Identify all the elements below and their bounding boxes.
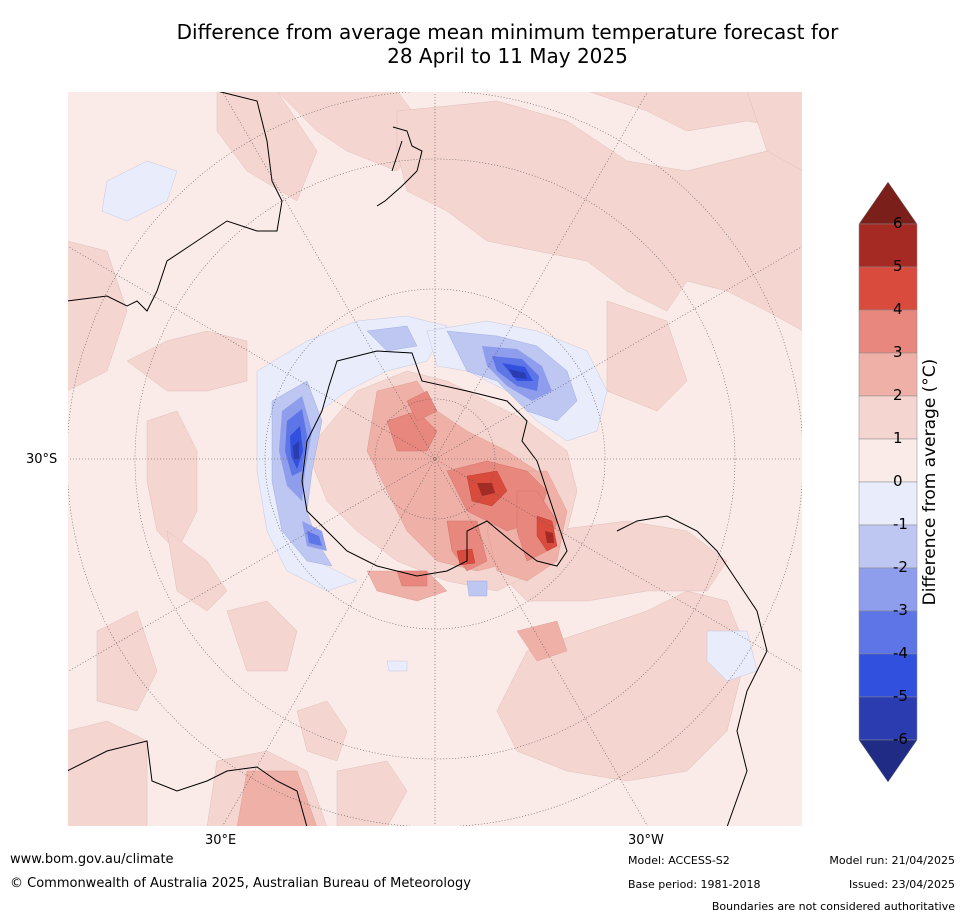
colorbar-segment-m5_m4	[858, 653, 918, 698]
colorbar-tick-label: -6	[893, 730, 908, 748]
model-text: Model: ACCESS-S2	[628, 854, 730, 867]
colorbar-over-triangle	[858, 182, 918, 225]
boundaries-disclaimer: Boundaries are not considered authoritat…	[711, 900, 955, 913]
copyright-text: © Commonwealth of Australia 2025, Austra…	[10, 876, 471, 891]
colorbar-segment-5_6	[858, 223, 918, 268]
colorbar-tick-label: -2	[893, 558, 908, 576]
longitude-label-30w: 30°W	[628, 833, 664, 848]
issued-text: Issued: 23/04/2025	[848, 878, 955, 891]
model-run-text: Model run: 21/04/2025	[829, 854, 955, 867]
longitude-label-30e: 30°E	[205, 833, 237, 848]
colorbar-tick-label: -1	[893, 515, 908, 533]
colorbar-segment-0_1	[858, 438, 918, 483]
graticule	[67, 91, 803, 827]
temperature-anomaly-map	[67, 91, 803, 827]
colorbar-tick-label: 5	[893, 257, 903, 275]
colorbar-tick-label: 0	[893, 472, 903, 490]
colorbar-tick-label: 3	[893, 343, 903, 361]
website-link[interactable]: www.bom.gov.au/climate	[10, 852, 174, 867]
colorbar-tick-label: 4	[893, 300, 903, 318]
colorbar-segment-1_2	[858, 395, 918, 440]
title-line-2: 28 April to 11 May 2025	[387, 44, 628, 68]
colorbar-segment-4_5	[858, 266, 918, 311]
colorbar-segment-m4_m3	[858, 610, 918, 655]
anomaly-5-6-regions	[477, 483, 554, 543]
map-title: Difference from average mean minimum tem…	[60, 20, 955, 68]
anomaly-m6-m5-regions	[293, 369, 527, 459]
colorbar-segment-m3_m2	[858, 567, 918, 612]
colorbar-tick-label: 1	[893, 429, 903, 447]
colorbar-tick-label: 6	[893, 214, 903, 232]
colorbar-segment-2_3	[858, 352, 918, 397]
colorbar-tick-label: 2	[893, 386, 903, 404]
colorbar-tick-label: -4	[893, 644, 908, 662]
colorbar-segment-m1_0	[858, 481, 918, 526]
colorbar-tick-label: -3	[893, 601, 908, 619]
title-line-1: Difference from average mean minimum tem…	[176, 20, 839, 44]
latitude-label-30s: 30°S	[26, 452, 58, 467]
colorbar-segment-m6_m5	[858, 696, 918, 741]
colorbar-segment-3_4	[858, 309, 918, 354]
colorbar-tick-label: -5	[893, 687, 908, 705]
colorbar-under-triangle	[858, 739, 918, 782]
colorbar	[858, 182, 918, 782]
colorbar-segment-m2_m1	[858, 524, 918, 569]
base-period-text: Base period: 1981-2018	[628, 878, 761, 891]
coastlines	[67, 91, 768, 827]
colorbar-label: Difference from average (°C)	[920, 358, 940, 606]
